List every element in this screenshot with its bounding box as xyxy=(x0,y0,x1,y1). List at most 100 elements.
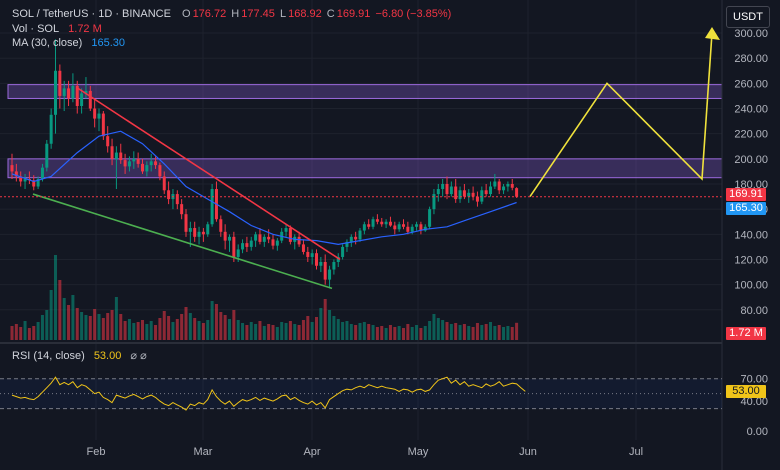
volume-price-tag: 1.72 M xyxy=(726,327,766,340)
candle-body xyxy=(97,113,101,119)
volume-bar xyxy=(201,323,205,340)
volume-bar xyxy=(258,321,262,340)
volume-bar xyxy=(506,326,510,340)
volume-bar xyxy=(75,308,79,340)
candle-body xyxy=(480,190,484,202)
time-tick-label: Mar xyxy=(194,446,213,458)
volume-bar xyxy=(310,322,314,340)
volume-bar xyxy=(162,311,166,340)
volume-bar xyxy=(206,320,210,340)
candle-body xyxy=(502,186,506,191)
volume-bar xyxy=(14,324,18,340)
candle-body xyxy=(32,180,36,187)
volume-bar xyxy=(80,312,84,340)
candle-body xyxy=(271,239,275,246)
candle-body xyxy=(384,221,388,225)
volume-bar xyxy=(306,316,310,340)
candle-body xyxy=(67,88,71,99)
candle-body xyxy=(388,221,392,226)
ma-legend[interactable]: MA (30, close) 165.30 xyxy=(12,37,127,49)
high-value: 177.45 xyxy=(241,8,275,20)
volume-bar xyxy=(406,324,410,340)
volume-bar xyxy=(349,324,353,340)
candlesticks xyxy=(10,39,519,289)
candle-body xyxy=(310,253,314,257)
volume-bar xyxy=(214,304,218,340)
volume-bar xyxy=(236,320,240,340)
candle-body xyxy=(301,244,305,252)
volume-bar xyxy=(154,325,158,340)
volume-bar xyxy=(362,322,366,340)
rsi-tick-label: 0.00 xyxy=(747,426,768,438)
volume-bar xyxy=(288,321,292,340)
projection-path[interactable] xyxy=(529,32,713,198)
volume-bar xyxy=(254,324,258,340)
time-tick-label: Apr xyxy=(303,446,320,458)
time-tick-label: May xyxy=(408,446,429,458)
ma-value: 165.30 xyxy=(91,37,126,49)
volume-bar xyxy=(467,326,471,340)
candle-body xyxy=(319,261,323,266)
candle-body xyxy=(423,226,427,231)
volume-bar xyxy=(141,320,144,340)
volume-bar xyxy=(175,319,179,340)
volume-bar xyxy=(45,310,49,340)
candle-body xyxy=(315,253,318,266)
volume-bar xyxy=(19,327,23,340)
candle-body xyxy=(258,234,262,242)
candle-body xyxy=(432,194,436,210)
volume-bar xyxy=(219,312,223,340)
volume-bar xyxy=(315,317,318,340)
volume-legend[interactable]: Vol · SOL 1.72 M xyxy=(12,23,104,35)
candle-body xyxy=(145,165,149,172)
volume-bar xyxy=(415,325,419,340)
candle-body xyxy=(415,224,419,227)
volume-label: Vol · SOL xyxy=(12,23,60,35)
resistance-trendline[interactable] xyxy=(77,87,341,261)
candle-body xyxy=(228,236,231,241)
candle-body xyxy=(123,160,127,167)
volume-bar xyxy=(384,328,388,340)
price-tick-label: 200.00 xyxy=(734,154,768,166)
candle-body xyxy=(167,190,171,200)
rsi-settings-icons[interactable]: ⌀ ⌀ xyxy=(130,350,147,362)
rsi-legend[interactable]: RSI (14, close) 53.00 ⌀ ⌀ xyxy=(12,349,149,362)
candle-body xyxy=(84,90,88,94)
volume-bar xyxy=(388,325,392,340)
symbol-title[interactable]: SOL / TetherUS · 1D · BINANCE xyxy=(12,8,171,20)
volume-bar xyxy=(462,324,466,340)
support-trendline[interactable] xyxy=(32,193,333,290)
ma-price-tag: 165.30 xyxy=(726,202,766,215)
volume-bar xyxy=(119,314,123,340)
volume-bar xyxy=(493,326,497,340)
candle-body xyxy=(40,167,44,179)
volume-value: 1.72 M xyxy=(68,23,102,35)
time-axis[interactable]: Feb Mar Apr May Jun Jul xyxy=(87,446,644,458)
candle-body xyxy=(371,219,375,227)
candle-body xyxy=(119,152,123,161)
candle-body xyxy=(58,70,62,96)
candle-body xyxy=(62,88,66,96)
candle-body xyxy=(114,152,118,159)
candle-body xyxy=(449,186,453,195)
price-tick-label: 220.00 xyxy=(734,129,768,141)
close-value: 169.91 xyxy=(336,8,371,20)
time-tick-label: Jul xyxy=(629,446,643,458)
volume-bar xyxy=(71,295,75,340)
candle-body xyxy=(375,219,379,222)
candle-body xyxy=(232,236,236,257)
candle-body xyxy=(254,234,258,241)
currency-button[interactable]: USDT xyxy=(726,6,770,28)
candle-body xyxy=(436,189,440,195)
candle-body xyxy=(197,231,201,237)
volume-bar xyxy=(471,327,475,340)
volume-bar xyxy=(171,322,175,340)
candle-body xyxy=(419,224,423,231)
volume-bar xyxy=(380,326,384,340)
projection-arrow-head xyxy=(705,27,720,40)
volume-bar xyxy=(245,325,249,340)
candle-body xyxy=(484,190,488,195)
volume-bar xyxy=(101,318,105,340)
candle-body xyxy=(367,224,371,227)
